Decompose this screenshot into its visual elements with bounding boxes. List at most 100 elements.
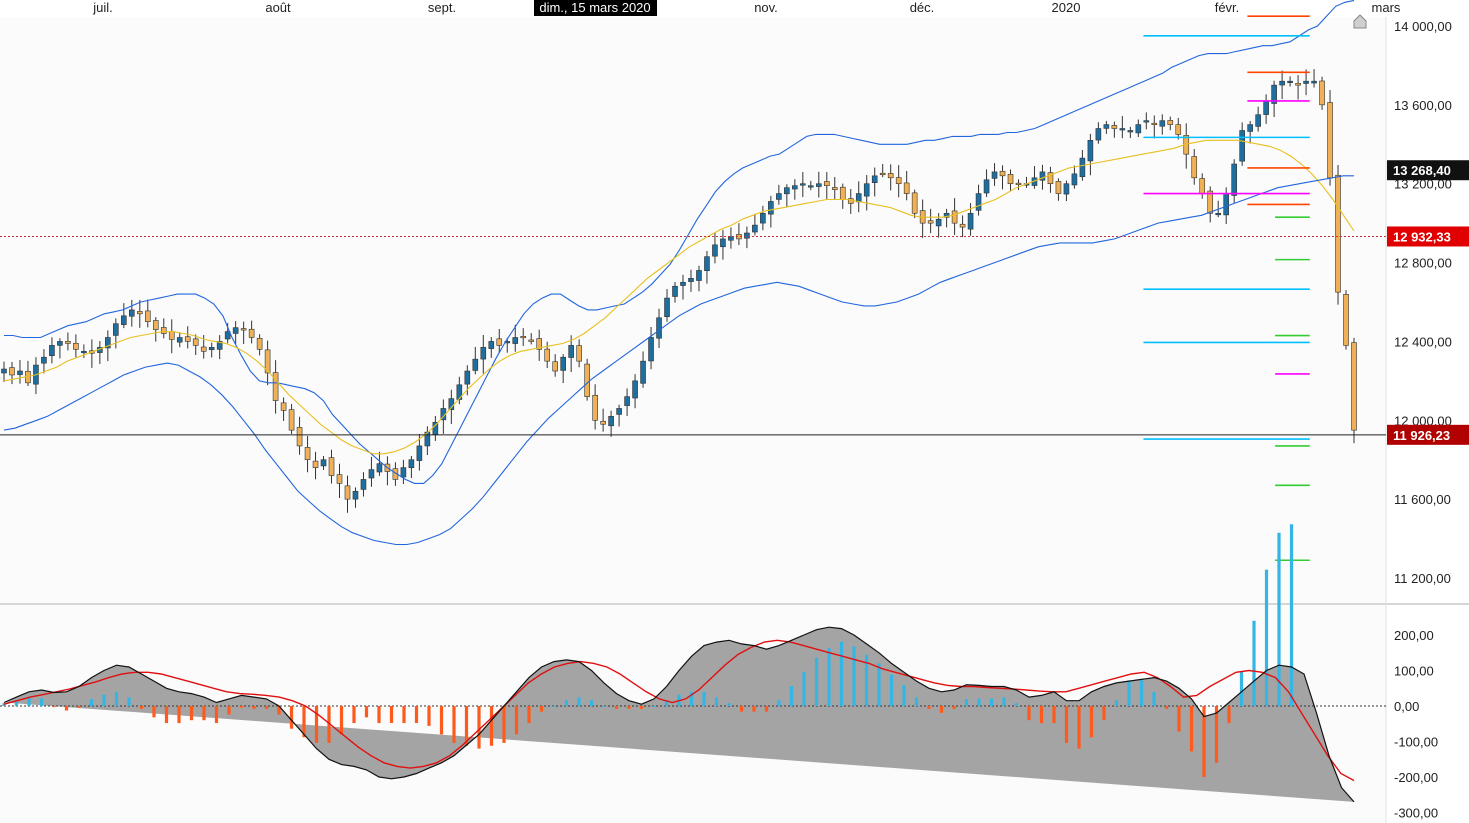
- macd-histogram-bar: [277, 706, 281, 715]
- macd-histogram-bar: [939, 706, 944, 713]
- candle-body: [632, 380, 638, 399]
- price-tag-box: [1387, 424, 1469, 445]
- macd-histogram-bar: [314, 706, 319, 743]
- candle-body: [568, 345, 574, 358]
- month-label-dec: déc.: [910, 0, 935, 15]
- candle-body: [1207, 190, 1214, 214]
- candle-body: [672, 285, 678, 297]
- candle-body: [1215, 212, 1222, 216]
- macd-signal-line: [3, 639, 1355, 782]
- candle-body: [344, 485, 351, 500]
- candle-body: [240, 328, 247, 331]
- candle-body: [1247, 124, 1253, 132]
- candle-body: [863, 183, 870, 197]
- macd-histogram-bar: [1002, 697, 1006, 706]
- macd-tick-label: -100,00: [1394, 735, 1438, 750]
- candle-body: [81, 350, 87, 354]
- macd-histogram-bar: [352, 706, 356, 724]
- macd-histogram-bar: [1252, 620, 1256, 706]
- macd-histogram-bar: [327, 706, 331, 743]
- macd-histogram-bar: [1052, 706, 1056, 724]
- macd-histogram-bar: [1027, 706, 1031, 721]
- candle-body: [951, 210, 958, 224]
- candle-body: [600, 420, 606, 425]
- macd-histogram-bar: [527, 706, 531, 724]
- candle-body: [352, 490, 359, 500]
- macd-histogram-bar: [389, 706, 394, 724]
- macd-histogram-bar: [702, 691, 706, 706]
- candle-body: [400, 467, 407, 478]
- candle-body: [129, 309, 135, 317]
- candle-body: [1063, 183, 1070, 195]
- macd-histogram-bar: [64, 706, 69, 711]
- macd-histogram-bar: [977, 698, 981, 706]
- macd-histogram-bar: [252, 706, 256, 709]
- candle-body: [464, 370, 471, 385]
- candle-body: [168, 331, 175, 340]
- candle-body: [320, 459, 327, 467]
- candle-body: [360, 479, 367, 490]
- macd-histogram-bar: [877, 663, 881, 706]
- candle-body: [536, 338, 543, 350]
- macd-line: [3, 626, 1355, 803]
- candle-body: [1311, 80, 1317, 84]
- macd-histogram-bar: [289, 706, 294, 729]
- candle-body: [935, 218, 942, 227]
- candle-body: [1127, 130, 1134, 133]
- macd-histogram-bar: [864, 654, 869, 706]
- macd-histogram-bar: [452, 706, 456, 743]
- macd-tick-label: 0,00: [1394, 699, 1419, 714]
- candle-body: [696, 270, 702, 281]
- macd-histogram-bar: [1189, 706, 1194, 752]
- candle-body: [416, 445, 423, 461]
- macd-histogram-bar: [77, 706, 81, 708]
- candle-body: [216, 341, 223, 350]
- candle-body: [1095, 128, 1102, 141]
- macd-histogram-bar: [1064, 706, 1069, 743]
- price-tick-label: 14 000,00: [1394, 19, 1452, 34]
- candle-body: [1055, 181, 1062, 194]
- macd-histogram-bar: [1102, 706, 1106, 721]
- macd-histogram-bar: [964, 699, 969, 706]
- candle-body: [584, 363, 590, 397]
- macd-histogram-bar: [402, 706, 406, 724]
- candle-body: [1079, 157, 1086, 178]
- candle-body: [512, 337, 519, 344]
- price-tick-label: 12 000,00: [1394, 413, 1452, 428]
- price-tick-label: 12 800,00: [1394, 256, 1452, 271]
- candle-body: [456, 384, 463, 400]
- candle-body: [608, 416, 614, 427]
- macd-histogram-bar: [739, 706, 744, 712]
- candle-body: [640, 360, 646, 384]
- candle-body: [983, 179, 990, 194]
- macd-histogram-bar: [552, 706, 556, 707]
- scroll-home-button[interactable]: [1353, 14, 1367, 29]
- macd-histogram-bar: [102, 694, 106, 706]
- macd-histogram-bar: [177, 706, 181, 724]
- macd-tick-label: -300,00: [1394, 806, 1438, 821]
- macd-histogram-bar: [114, 691, 119, 706]
- candle-body: [823, 181, 830, 186]
- candle-body: [887, 173, 894, 179]
- candle-body: [121, 315, 127, 325]
- candle-body: [1135, 124, 1142, 134]
- macd-histogram-bar: [727, 703, 731, 706]
- candle-body: [73, 342, 79, 350]
- macd-histogram-bar: [539, 706, 544, 712]
- candle-body: [57, 341, 63, 346]
- macd-histogram-bar: [2, 703, 6, 706]
- candle-body: [624, 396, 630, 406]
- crosshair-date-label: dim., 15 mars 2020: [539, 0, 650, 15]
- candle-body: [815, 183, 822, 187]
- candle-body: [656, 317, 662, 339]
- macd-histogram-bar: [902, 684, 906, 706]
- bollinger-lower-line: [3, 175, 1354, 546]
- candle-body: [312, 460, 319, 468]
- macd-histogram-bar: [227, 706, 231, 715]
- candle-body: [943, 212, 950, 218]
- candle-body: [9, 367, 15, 376]
- macd-histogram-bar: [477, 706, 481, 749]
- candle-body: [1223, 193, 1229, 216]
- candle-body: [160, 327, 167, 334]
